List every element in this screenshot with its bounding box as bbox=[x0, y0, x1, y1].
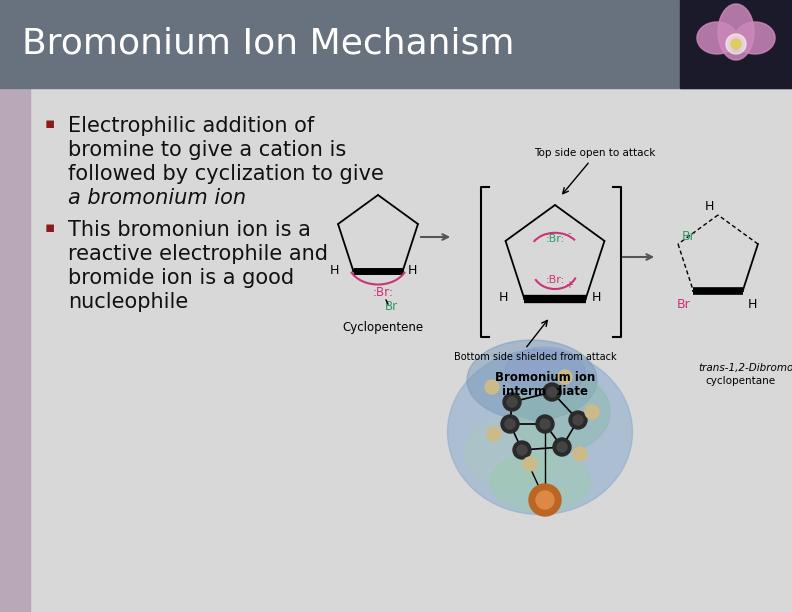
Circle shape bbox=[507, 397, 517, 407]
Text: a bromonium ion: a bromonium ion bbox=[68, 188, 246, 208]
Circle shape bbox=[573, 415, 583, 425]
Circle shape bbox=[557, 442, 567, 452]
Text: ▪: ▪ bbox=[45, 116, 55, 131]
Text: bromide ion is a good: bromide ion is a good bbox=[68, 268, 294, 288]
Text: -: - bbox=[567, 228, 571, 238]
Text: This bromoniun ion is a: This bromoniun ion is a bbox=[68, 220, 311, 240]
Circle shape bbox=[529, 484, 561, 516]
Text: H: H bbox=[592, 291, 601, 304]
Text: Bromonium ion: Bromonium ion bbox=[495, 371, 595, 384]
Ellipse shape bbox=[447, 349, 633, 515]
Ellipse shape bbox=[467, 340, 597, 420]
Polygon shape bbox=[731, 39, 741, 49]
Circle shape bbox=[513, 441, 531, 459]
Circle shape bbox=[558, 370, 572, 384]
Text: +: + bbox=[565, 280, 573, 291]
Bar bbox=[680, 0, 792, 88]
Bar bbox=[0, 88, 30, 612]
Text: cyclopentane: cyclopentane bbox=[705, 376, 775, 386]
Text: intermediate: intermediate bbox=[502, 385, 588, 398]
Ellipse shape bbox=[465, 417, 555, 487]
Circle shape bbox=[536, 491, 554, 509]
Text: Electrophilic addition of: Electrophilic addition of bbox=[68, 116, 314, 136]
Circle shape bbox=[501, 415, 519, 433]
Text: :Br:: :Br: bbox=[546, 275, 565, 285]
Text: H: H bbox=[330, 264, 339, 277]
Circle shape bbox=[569, 411, 587, 429]
Text: Bottom side shielded from attack: Bottom side shielded from attack bbox=[454, 352, 616, 362]
Text: :Br:: :Br: bbox=[546, 234, 565, 244]
Bar bbox=[0, 0, 792, 88]
Ellipse shape bbox=[510, 372, 610, 452]
Polygon shape bbox=[735, 22, 775, 54]
Circle shape bbox=[543, 383, 561, 401]
Text: reactive electrophile and: reactive electrophile and bbox=[68, 244, 328, 264]
Circle shape bbox=[485, 380, 499, 394]
Polygon shape bbox=[697, 22, 737, 54]
Circle shape bbox=[505, 419, 515, 429]
Text: nucleophile: nucleophile bbox=[68, 292, 188, 312]
Text: Bromonium Ion Mechanism: Bromonium Ion Mechanism bbox=[22, 27, 515, 61]
Circle shape bbox=[547, 387, 557, 397]
Circle shape bbox=[573, 447, 587, 461]
Text: followed by cyclization to give: followed by cyclization to give bbox=[68, 164, 384, 184]
Text: H: H bbox=[705, 201, 714, 214]
Text: bromine to give a cation is: bromine to give a cation is bbox=[68, 140, 346, 160]
Ellipse shape bbox=[505, 347, 585, 397]
Text: Top side open to attack: Top side open to attack bbox=[535, 148, 656, 158]
Circle shape bbox=[540, 419, 550, 429]
Circle shape bbox=[585, 405, 599, 419]
Circle shape bbox=[523, 457, 537, 471]
Text: H: H bbox=[408, 264, 417, 277]
Circle shape bbox=[553, 438, 571, 456]
Circle shape bbox=[517, 445, 527, 455]
Text: Cyclopentene: Cyclopentene bbox=[342, 321, 424, 334]
Text: :Br:: :Br: bbox=[372, 286, 394, 299]
Polygon shape bbox=[726, 34, 746, 54]
Polygon shape bbox=[718, 4, 754, 60]
Text: H: H bbox=[499, 291, 508, 304]
Text: trans-1,2-Dibromo-: trans-1,2-Dibromo- bbox=[699, 363, 792, 373]
Ellipse shape bbox=[490, 452, 590, 512]
Text: Br: Br bbox=[682, 230, 696, 242]
Text: Br: Br bbox=[384, 300, 398, 313]
Circle shape bbox=[536, 415, 554, 433]
Text: ▪: ▪ bbox=[45, 220, 55, 235]
Text: H: H bbox=[748, 299, 757, 312]
Circle shape bbox=[503, 393, 521, 411]
Text: Br: Br bbox=[676, 299, 690, 312]
Circle shape bbox=[487, 427, 501, 441]
